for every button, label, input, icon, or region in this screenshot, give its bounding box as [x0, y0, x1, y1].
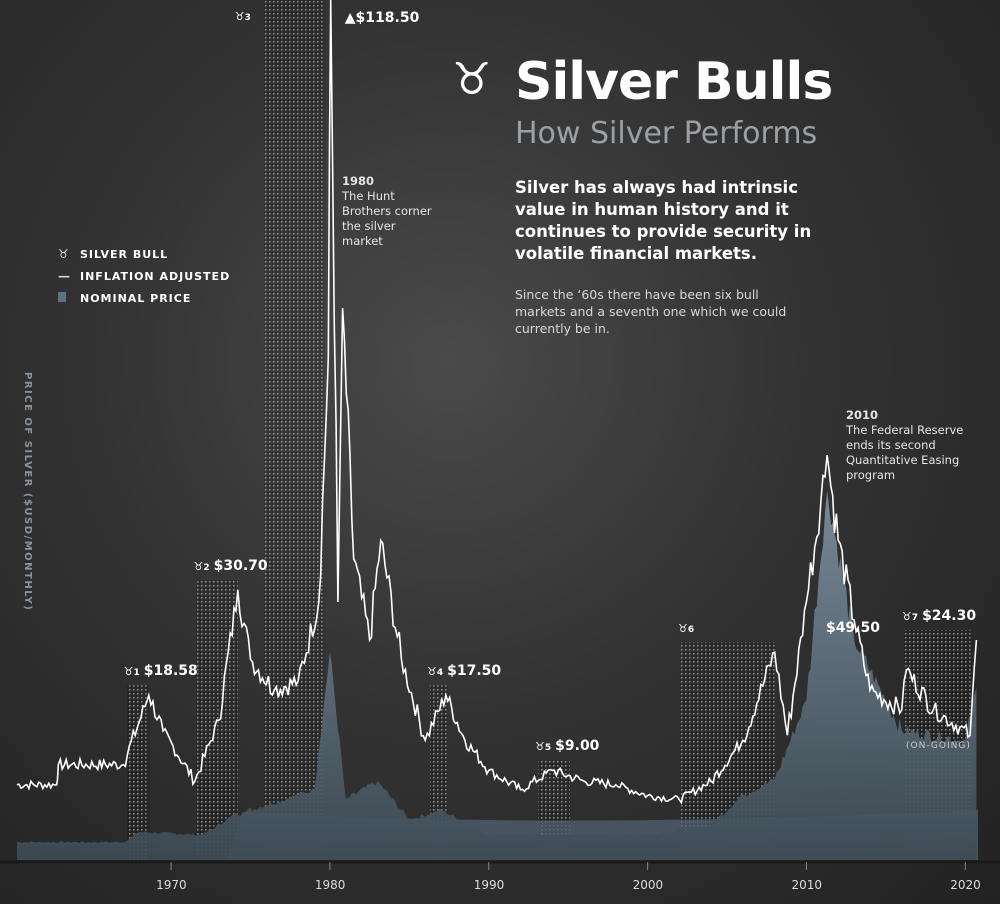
bull-logo-icon: ♉: [452, 54, 492, 105]
x-tick-label: 1970: [156, 878, 187, 892]
bull-peak-price: $17.50: [447, 663, 502, 680]
bull-icon: ♉: [535, 740, 545, 754]
bull-number: 3: [244, 13, 251, 23]
bull-number: 2: [203, 562, 210, 573]
bull-icon: ♉: [193, 559, 204, 573]
bull-peak-price: $18.58: [143, 663, 198, 680]
body-text: Since the ‘60s there have been six bull …: [515, 287, 787, 336]
bull-market-label-2: ♉2 $30.70: [193, 558, 267, 574]
x-tick-label: 2010: [791, 878, 822, 892]
annotation-text: The Federal Reserve ends its second Quan…: [846, 423, 964, 482]
ongoing-label: (ON-GOING): [906, 741, 971, 751]
legend: ♉ SILVER BULL — INFLATION ADJUSTED NOMINAL…: [58, 243, 230, 309]
annotation-year: 2010: [846, 408, 879, 422]
inflation-adjusted-line: [16, 0, 978, 805]
bull-market-region-3: [264, 0, 324, 860]
bull-icon: ♉: [123, 665, 134, 679]
bull-number: 7: [911, 612, 919, 623]
bull-number: 6: [687, 625, 695, 636]
annotation-federal-reserve: 2010 The Federal Reserve ends its second…: [846, 408, 976, 483]
y-axis-label: PRICE OF SILVER ($USD/MONTHLY): [22, 372, 33, 612]
bull-icon: ♉: [677, 622, 688, 636]
annotation-text: The Hunt Brothers corner the silver mark…: [342, 189, 432, 248]
bull-peak-price: $9.00: [555, 738, 600, 755]
legend-label: NOMINAL PRICE: [80, 291, 192, 305]
bull-peak-price: ▲$118.50: [344, 10, 420, 26]
x-tick-label: 1980: [314, 878, 346, 892]
bull-market-label-1: ♉1 $18.58: [124, 663, 198, 679]
bull-market-label-4: ♉4 $17.50: [427, 663, 501, 679]
x-tick-label: 2000: [632, 878, 664, 892]
annotation-hunt-brothers: 1980 The Hunt Brothers corner the silver…: [342, 174, 437, 249]
bull-market-region-1: [126, 685, 149, 860]
area-swatch-icon: [58, 291, 80, 305]
bull-icon: ♉: [234, 10, 245, 23]
bull-market-label-3: ♉3 ▲$118.50: [234, 8, 420, 26]
bull-number: 5: [544, 743, 552, 754]
bull-icon: ♉: [901, 609, 912, 623]
page-title: Silver Bulls: [515, 52, 833, 112]
legend-label: SILVER BULL: [80, 247, 169, 261]
bull-peak-price: $24.30: [922, 607, 977, 624]
bull-number: 4: [436, 668, 444, 679]
legend-item-nominal: NOMINAL PRICE: [58, 287, 230, 309]
x-tick-label: 2020: [950, 878, 981, 892]
bull-market-label-6: ♉6 $49.50: [677, 620, 880, 636]
bull-icon: ♉: [58, 247, 70, 261]
page-subtitle: How Silver Performs: [515, 116, 818, 151]
lead-text: Silver has always had intrinsic value in…: [515, 178, 812, 263]
bull-market-label-7: ♉7 $24.30: [902, 608, 976, 624]
bull-peak-price: $30.70: [213, 557, 268, 574]
annotation-year: 1980: [342, 174, 375, 188]
nominal-price-area: [17, 490, 977, 860]
bull-market-label-5: ♉5 $9.00: [535, 738, 599, 754]
line-icon: —: [58, 269, 71, 283]
bull-number: 1: [133, 668, 140, 679]
bull-peak-price: $49.50: [825, 620, 880, 637]
legend-item-inflation: — INFLATION ADJUSTED: [58, 265, 230, 287]
bull-icon: ♉: [426, 665, 437, 679]
legend-label: INFLATION ADJUSTED: [80, 269, 231, 283]
x-tick-label: 1990: [473, 878, 505, 892]
legend-item-silver-bull: ♉ SILVER BULL: [58, 243, 230, 265]
